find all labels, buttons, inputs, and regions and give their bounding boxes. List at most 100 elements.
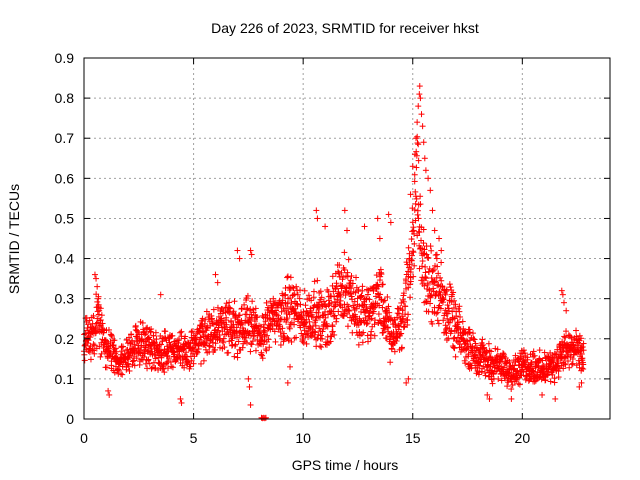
data-point bbox=[118, 348, 125, 355]
data-point bbox=[435, 270, 442, 277]
data-point bbox=[232, 342, 239, 349]
data-point bbox=[359, 339, 366, 346]
data-point bbox=[451, 297, 458, 304]
data-point bbox=[225, 349, 232, 356]
data-point bbox=[323, 320, 330, 327]
data-point bbox=[214, 279, 221, 286]
data-point bbox=[176, 337, 183, 344]
data-point bbox=[578, 335, 585, 342]
data-point bbox=[437, 274, 444, 281]
data-point bbox=[379, 281, 386, 288]
data-point bbox=[232, 341, 239, 348]
data-point bbox=[438, 259, 445, 266]
data-point bbox=[398, 299, 405, 306]
data-point bbox=[265, 336, 272, 343]
plot-frame bbox=[83, 57, 611, 420]
data-point bbox=[432, 278, 439, 285]
data-point bbox=[426, 287, 433, 294]
data-point bbox=[308, 297, 315, 304]
data-point bbox=[415, 141, 422, 148]
data-point bbox=[337, 297, 344, 304]
data-point bbox=[190, 360, 197, 367]
data-point bbox=[293, 283, 300, 290]
data-point bbox=[97, 317, 104, 324]
data-point bbox=[558, 351, 565, 358]
data-point bbox=[117, 370, 124, 377]
data-point bbox=[257, 323, 264, 330]
data-point bbox=[209, 339, 216, 346]
chart-title: Day 226 of 2023, SRMTID for receiver hks… bbox=[211, 20, 479, 36]
data-point bbox=[508, 386, 515, 393]
data-point bbox=[366, 309, 373, 316]
data-point bbox=[301, 327, 308, 334]
data-point bbox=[212, 271, 219, 278]
data-point bbox=[157, 291, 164, 298]
data-point bbox=[496, 359, 503, 366]
data-point bbox=[394, 310, 401, 317]
data-point bbox=[446, 281, 453, 288]
data-point bbox=[227, 305, 234, 312]
data-point bbox=[379, 304, 386, 311]
data-point bbox=[119, 371, 126, 378]
data-point bbox=[427, 187, 434, 194]
data-point bbox=[344, 323, 351, 330]
data-point bbox=[310, 288, 317, 295]
data-point bbox=[563, 328, 570, 335]
data-point bbox=[133, 327, 140, 334]
data-point bbox=[411, 230, 418, 237]
data-point bbox=[260, 341, 267, 348]
data-point bbox=[429, 320, 436, 327]
data-point bbox=[489, 380, 496, 387]
data-point bbox=[407, 278, 414, 285]
data-point bbox=[566, 364, 573, 371]
data-point bbox=[249, 338, 256, 345]
data-point bbox=[320, 325, 327, 332]
data-point bbox=[451, 345, 458, 352]
data-point bbox=[421, 155, 428, 162]
x-axis-label: GPS time / hours bbox=[292, 457, 399, 473]
data-point bbox=[435, 320, 442, 327]
data-point bbox=[481, 344, 488, 351]
data-point bbox=[315, 331, 322, 338]
data-point bbox=[436, 235, 443, 242]
data-point bbox=[303, 316, 310, 323]
data-point bbox=[376, 235, 383, 242]
data-point bbox=[309, 313, 316, 320]
data-point bbox=[291, 321, 298, 328]
data-point bbox=[318, 294, 325, 301]
data-point bbox=[489, 367, 496, 374]
data-point bbox=[289, 306, 296, 313]
data-point bbox=[419, 263, 426, 270]
data-point bbox=[405, 284, 412, 291]
data-point bbox=[366, 296, 373, 303]
data-point bbox=[322, 314, 329, 321]
data-point bbox=[530, 368, 537, 375]
data-point bbox=[363, 303, 370, 310]
data-point bbox=[466, 329, 473, 336]
data-point bbox=[579, 343, 586, 350]
data-point bbox=[189, 345, 196, 352]
data-point bbox=[169, 332, 176, 339]
x-tick-label: 15 bbox=[405, 430, 421, 446]
data-point bbox=[387, 359, 394, 366]
data-point bbox=[217, 316, 224, 323]
data-point bbox=[177, 329, 184, 336]
data-point bbox=[90, 341, 97, 348]
data-point bbox=[259, 352, 266, 359]
data-point bbox=[455, 305, 462, 312]
data-point bbox=[284, 334, 291, 341]
data-point bbox=[111, 337, 118, 344]
data-point bbox=[106, 391, 113, 398]
data-point bbox=[239, 344, 246, 351]
data-point bbox=[98, 350, 105, 357]
data-point bbox=[558, 287, 565, 294]
data-point bbox=[119, 363, 126, 370]
data-point bbox=[417, 193, 424, 200]
data-point bbox=[377, 273, 384, 280]
data-point bbox=[522, 358, 529, 365]
data-point bbox=[313, 207, 320, 214]
data-point bbox=[578, 351, 585, 358]
data-point bbox=[339, 304, 346, 311]
data-point bbox=[269, 304, 276, 311]
data-point bbox=[486, 353, 493, 360]
